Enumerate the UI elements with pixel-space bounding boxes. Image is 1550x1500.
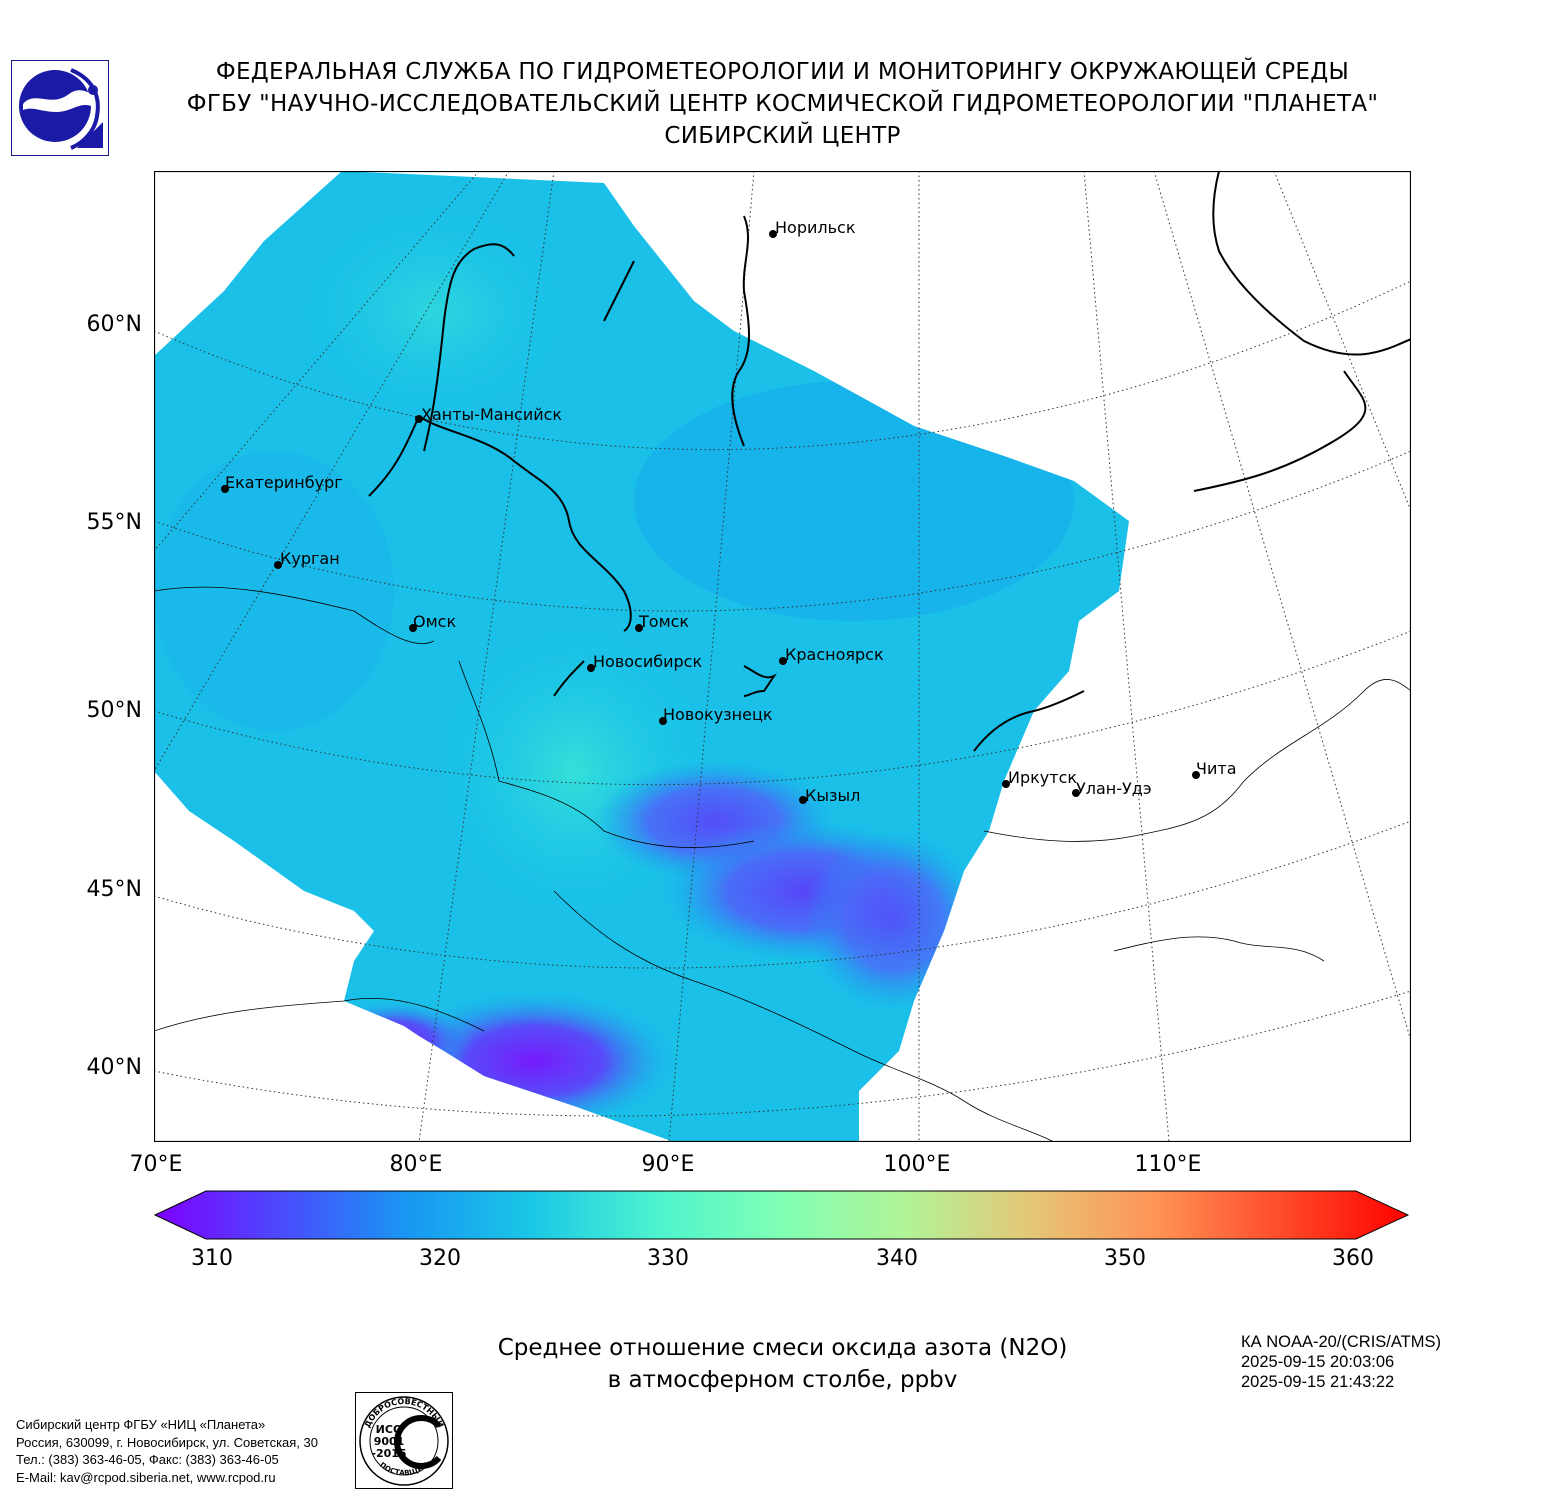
lon-label-100: 100°E	[883, 1152, 951, 1177]
satellite-time-start: 2025-09-15 20:03:06	[1241, 1353, 1395, 1371]
map-panel: Норильск Ханты-Мансийск Екатеринбург Кур…	[154, 171, 1411, 1142]
org-line-phone: Тел.: (383) 363-46-05, Факс: (383) 363-4…	[16, 1452, 279, 1467]
organization-info: Сибирский центр ФГБУ «НИЦ «Планета» Росс…	[16, 1416, 318, 1486]
graticule	[154, 171, 1411, 1142]
lon-label-110: 110°E	[1134, 1152, 1202, 1177]
city-label: Иркутск	[1008, 768, 1077, 787]
iso-stamp: ДОБРОСОВЕСТНЫЙ ПОСТАВЩИК ИСО 9001 -2015	[355, 1392, 453, 1489]
city-label: Улан-Удэ	[1076, 779, 1152, 798]
city-label: Чита	[1196, 759, 1237, 778]
city-label: Новосибирск	[593, 652, 702, 671]
lat-label-50: 50°N	[86, 698, 142, 723]
colorbar-tick-360: 360	[1332, 1246, 1374, 1271]
borders	[154, 586, 1411, 1142]
city-novosibirsk: Новосибирск	[587, 652, 702, 672]
iso-stamp-line3: -2015	[371, 1447, 406, 1460]
colorbar-tick-310: 310	[191, 1246, 233, 1271]
city-chita: Чита	[1192, 759, 1237, 779]
colorbar-tick-350: 350	[1104, 1246, 1146, 1271]
city-label: Курган	[280, 549, 340, 568]
city-yekaterinburg: Екатеринбург	[221, 473, 343, 493]
satellite-info: КА NOAA-20/(CRIS/ATMS) 2025-09-15 20:03:…	[1241, 1332, 1441, 1392]
header-line-agency: ФЕДЕРАЛЬНАЯ СЛУЖБА ПО ГИДРОМЕТЕОРОЛОГИИ …	[215, 59, 1350, 85]
rivers	[368, 171, 1411, 752]
lat-label-40: 40°N	[86, 1055, 142, 1080]
satellite-time-end: 2025-09-15 21:43:22	[1241, 1373, 1395, 1391]
product-title: Среднее отношение смеси оксида азота (N2…	[380, 1332, 1185, 1396]
iso-stamp-line2: 9001	[374, 1435, 405, 1448]
iso-stamp-line1: ИСО	[376, 1423, 403, 1436]
city-label: Новокузнецк	[663, 705, 773, 724]
lat-label-55: 55°N	[86, 510, 142, 535]
city-tomsk: Томск	[635, 612, 689, 632]
planeta-logo	[11, 60, 109, 156]
city-label: Екатеринбург	[225, 473, 343, 492]
city-norilsk: Норильск	[769, 218, 856, 238]
city-label: Красноярск	[785, 645, 884, 664]
header-title: ФЕДЕРАЛЬНАЯ СЛУЖБА ПО ГИДРОМЕТЕОРОЛОГИИ …	[150, 56, 1415, 152]
map-frame	[154, 171, 1411, 1142]
lon-label-80: 80°E	[389, 1152, 443, 1177]
colorbar-tick-340: 340	[876, 1246, 918, 1271]
colorbar-gradient	[153, 1190, 1410, 1240]
city-label: Кызыл	[805, 786, 860, 805]
product-title-line1: Среднее отношение смеси оксида азота (N2…	[497, 1335, 1068, 1361]
satellite-instrument: КА NOAA-20/(CRIS/ATMS)	[1241, 1333, 1441, 1351]
city-krasnoyarsk: Красноярск	[779, 645, 884, 665]
lat-label-60: 60°N	[86, 312, 142, 337]
city-omsk: Омск	[409, 612, 456, 632]
city-novokuznetsk: Новокузнецк	[659, 705, 773, 725]
city-label: Ханты-Мансийск	[421, 405, 562, 424]
city-markers: Норильск Ханты-Мансийск Екатеринбург Кур…	[221, 218, 1237, 805]
org-line-name: Сибирский центр ФГБУ «НИЦ «Планета»	[16, 1417, 266, 1432]
header-line-center: СИБИРСКИЙ ЦЕНТР	[664, 123, 901, 149]
lon-label-70: 70°E	[129, 1152, 183, 1177]
org-line-email: E-Mail: kav@rcpod.siberia.net, www.rcpod…	[16, 1469, 276, 1485]
lon-label-90: 90°E	[641, 1152, 695, 1177]
colorbar	[153, 1190, 1410, 1240]
org-line-address: Россия, 630099, г. Новосибирск, ул. Сове…	[16, 1434, 318, 1450]
header-line-institute: ФГБУ "НАУЧНО-ИССЛЕДОВАТЕЛЬСКИЙ ЦЕНТР КОС…	[186, 91, 1379, 117]
city-ulan-ude: Улан-Удэ	[1072, 779, 1152, 798]
colorbar-tick-320: 320	[419, 1246, 461, 1271]
n2o-data-field	[154, 171, 1129, 1142]
city-label: Омск	[413, 612, 456, 631]
lat-label-45: 45°N	[86, 877, 142, 902]
city-khanty-mansiysk: Ханты-Мансийск	[415, 405, 562, 424]
city-irkutsk: Иркутск	[1002, 768, 1077, 788]
product-title-line2: в атмосферном столбе, ppbv	[607, 1367, 958, 1393]
colorbar-tick-330: 330	[647, 1246, 689, 1271]
city-label: Норильск	[775, 218, 856, 237]
city-kurgan: Курган	[274, 549, 340, 569]
city-label: Томск	[638, 612, 689, 631]
city-kyzyl: Кызыл	[799, 786, 860, 805]
